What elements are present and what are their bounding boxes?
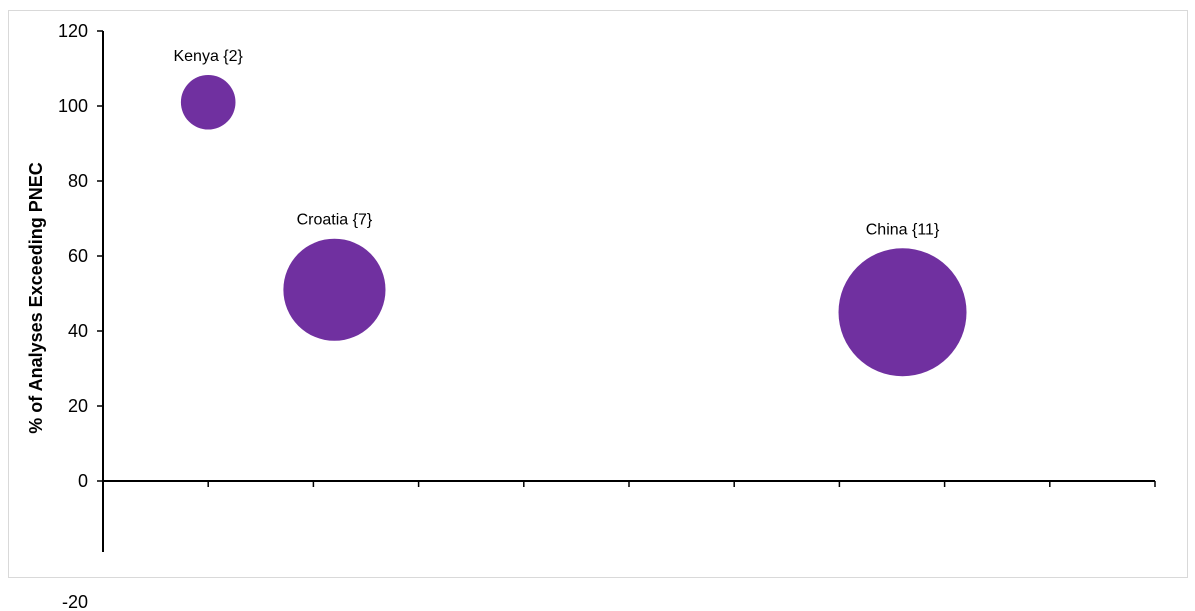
- y-tick-label: 100: [58, 96, 88, 116]
- y-tick-label: -20: [62, 592, 88, 611]
- y-tick-label: 40: [68, 321, 88, 341]
- y-tick-label: 20: [68, 396, 88, 416]
- y-tick-label: 120: [58, 21, 88, 41]
- bubble: [180, 74, 236, 130]
- y-axis-title: % of Analyses Exceeding PNEC: [26, 162, 46, 433]
- bubble-label: China {11}: [866, 221, 940, 238]
- y-tick-label: 0: [78, 471, 88, 491]
- bubble: [838, 248, 967, 377]
- bubble-label: Kenya {2}: [173, 48, 243, 65]
- bubble: [283, 238, 386, 341]
- chart-frame: [8, 10, 1188, 578]
- y-tick-label: 80: [68, 171, 88, 191]
- bubble-label: Croatia {7}: [297, 212, 373, 229]
- plot-area: -20 0 20 40 60 80 100 120 Kenya {2} Croatia {7} Ch…: [58, 21, 1156, 611]
- y-tick-label: 60: [68, 246, 88, 266]
